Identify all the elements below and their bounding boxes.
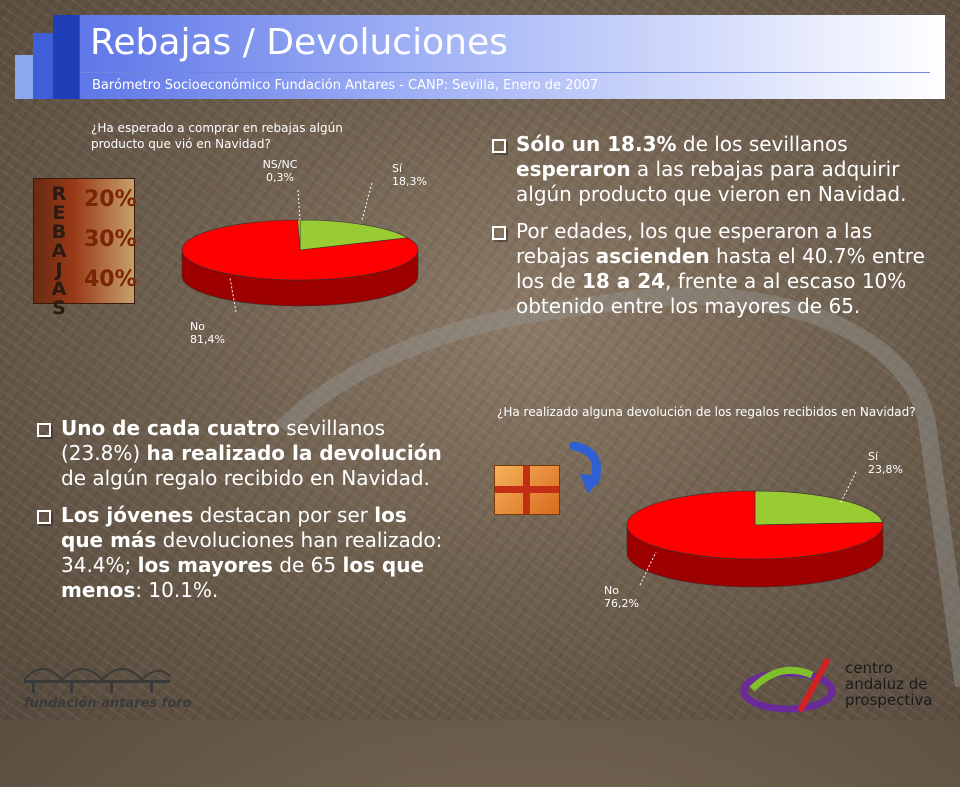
section1-bullet-2-run-4: 18 a 24	[581, 269, 666, 293]
bullet-list-1: Sólo un 18.3% de los sevillanos esperaro…	[490, 132, 940, 331]
cap-name-line-1: centro	[845, 659, 893, 677]
rebajas-picture: REBAJAS 20% 30% 40%	[33, 178, 137, 316]
section2-bullet-2-run-1: Los jóvenes	[61, 503, 194, 527]
header-rule	[80, 72, 930, 73]
section2-bullet-1: Uno de cada cuatro sevillanos (23.8%) ha…	[35, 416, 455, 491]
section2-bullet-2: Los jóvenes destacan por ser los que más…	[35, 503, 455, 603]
section2-bullet-1-run-3: ha realizado la devolución	[146, 441, 442, 465]
section1-bullet-2-run-3: hasta el 40.7% entre los de	[516, 244, 925, 293]
rebajas-pct-1: 20%	[84, 187, 137, 212]
centro-andaluz-prospectiva-name: centro andaluz de prospectiva	[845, 660, 932, 708]
section2-bullet-1-run-1: Uno de cada cuatro	[61, 416, 280, 440]
section2-bullet-2-run-4: devoluciones han realizado: 34.4%;	[61, 528, 443, 577]
header-bar	[80, 15, 945, 99]
fundacion-antares-logo	[23, 668, 171, 693]
rebajas-pct-3: 40%	[84, 267, 137, 292]
rebajas-pct-2: 30%	[84, 227, 137, 252]
rebajas-word: REBAJAS	[48, 183, 70, 316]
centro-andaluz-prospectiva-logo	[740, 657, 836, 713]
cap-name-line-2: andaluz de	[845, 675, 928, 693]
section2-bullet-2-run-5: los mayores	[137, 553, 273, 577]
section2-bullet-2-run-7: los que menos	[61, 553, 425, 602]
section1-bullet-1-run-4: a las rebajas para adquirir algún produc…	[516, 157, 907, 206]
section1-bullet-2-run-2: ascienden	[595, 244, 710, 268]
section1-bullet-1: Sólo un 18.3% de los sevillanos esperaro…	[490, 132, 940, 207]
question-1: ¿Ha esperado a comprar en rebajas algún …	[91, 121, 343, 151]
section1-bullet-2-run-5: , frente a al escaso 10% obtenido entre …	[516, 269, 907, 318]
section2-bullet-2-run-8: : 10.1%.	[135, 578, 219, 602]
section2-bullet-2-run-2: destacan por ser	[193, 503, 375, 527]
question-2: ¿Ha realizado alguna devolución de los r…	[497, 405, 916, 419]
section1-bullet-1-run-3: esperaron	[516, 157, 631, 181]
section2-bullet-1-run-4: de algún regalo recibido en Navidad.	[61, 466, 430, 490]
page-subtitle: Barómetro Socioeconómico Fundación Antar…	[92, 78, 599, 93]
cap-name-line-3: prospectiva	[845, 691, 933, 709]
background-aerial-map	[0, 0, 960, 720]
section1-bullet-1-run-2: de los sevillanos	[676, 132, 848, 156]
section1-bullet-1-run-1: Sólo un 18.3%	[516, 132, 677, 156]
curved-arrow-icon	[569, 442, 602, 494]
bullet-list-2: Uno de cada cuatro sevillanos (23.8%) ha…	[35, 416, 455, 615]
section1-bullet-2: Por edades, los que esperaron a las reba…	[490, 219, 940, 319]
section2-bullet-1-run-2: sevillanos (23.8%)	[61, 416, 386, 465]
gift-picture	[494, 465, 560, 515]
section1-bullet-2-run-1: Por edades, los que esperaron a las reba…	[516, 219, 873, 268]
section2-bullet-2-run-6: de 65	[272, 553, 343, 577]
fundacion-antares-name: fundación antares foro	[24, 696, 192, 711]
header-logo-bars	[15, 15, 81, 99]
section2-bullet-2-run-3: los que más	[61, 503, 407, 552]
page-title: Rebajas / Devoluciones	[90, 22, 508, 63]
